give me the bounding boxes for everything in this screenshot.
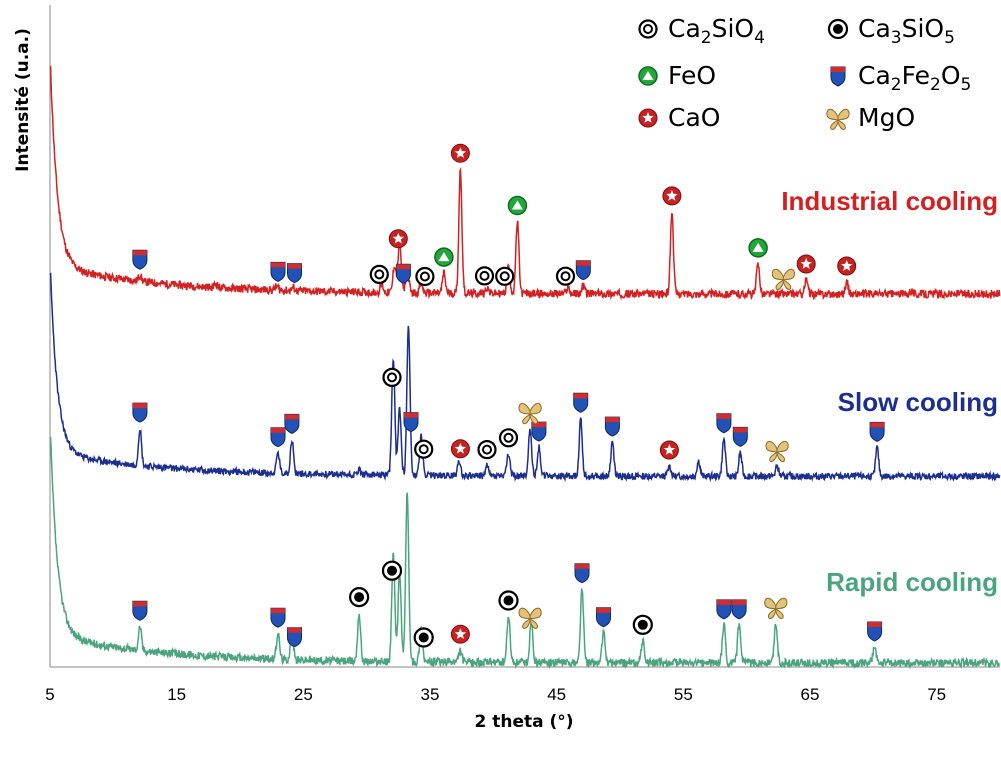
marker-mgo: [518, 607, 542, 629]
marker-cao: [388, 229, 408, 249]
marker-ca2fe2o5: [867, 621, 883, 642]
marker-ca2fe2o5: [531, 421, 547, 442]
x-tick-label: 25: [294, 685, 313, 704]
marker-feo: [638, 66, 658, 86]
marker-ca2fe2o5: [604, 416, 620, 437]
marker-ca2fe2o5: [731, 599, 747, 620]
marker-cao: [450, 143, 470, 163]
y-axis-title: Intensité (u.a.): [13, 28, 33, 172]
trace-rapid-cooling: [49, 436, 1000, 670]
marker-ca2fe2o5: [270, 427, 286, 448]
series-label-industrial-cooling: Industrial cooling: [781, 186, 998, 216]
legend-label: FeO: [668, 61, 716, 90]
phase-markers: [132, 143, 885, 648]
marker-cao: [450, 439, 470, 459]
marker-ca2sio4: [382, 367, 402, 387]
marker-ca2fe2o5: [596, 607, 611, 628]
x-tick-label: 35: [421, 685, 440, 704]
marker-mgo: [826, 108, 850, 130]
marker-ca2fe2o5: [287, 263, 302, 284]
marker-feo: [507, 195, 528, 216]
legend-label: Ca2​Fe2​O5​: [858, 61, 971, 95]
x-axis: 5 15 25 35 45 55 65 75 2 theta (°): [45, 666, 1000, 732]
legend-item-feo: FeO: [638, 61, 716, 90]
y-axis: Intensité (u.a.): [13, 5, 51, 667]
marker-cao: [796, 254, 816, 274]
marker-ca2fe2o5: [132, 402, 148, 423]
marker-ca2sio4: [415, 266, 435, 287]
x-tick-label: 55: [674, 685, 693, 704]
marker-ca2fe2o5: [395, 263, 411, 284]
marker-cao: [659, 440, 679, 460]
marker-ca3sio5: [498, 590, 519, 611]
marker-mgo: [765, 440, 789, 463]
marker-ca3sio5: [381, 560, 403, 581]
marker-cao: [638, 108, 658, 128]
marker-ca2fe2o5: [403, 412, 419, 433]
marker-feo: [434, 247, 454, 267]
series-labels: Industrial cooling Slow cooling Rapid cool…: [781, 186, 998, 597]
marker-ca3sio5: [632, 614, 653, 635]
legend-label: Ca2​SiO4​: [668, 14, 765, 48]
legend: Ca2​SiO4​ Ca3​SiO5​ FeO Ca2​Fe2​O5​ CaO MgO: [638, 14, 971, 132]
marker-ca3sio5: [413, 627, 434, 648]
marker-ca2fe2o5: [869, 421, 885, 442]
trace-slow-cooling: [49, 272, 1001, 483]
marker-ca2fe2o5: [132, 249, 148, 270]
marker-ca2fe2o5: [287, 627, 302, 648]
marker-cao: [837, 256, 857, 276]
x-tick-label: 75: [927, 685, 946, 704]
marker-ca3sio5: [827, 18, 849, 40]
marker-ca2fe2o5: [270, 607, 286, 628]
marker-ca2fe2o5: [284, 413, 300, 434]
legend-label: MgO: [858, 103, 915, 132]
series-label-rapid-cooling: Rapid cooling: [826, 567, 998, 597]
legend-label: Ca3​SiO5​: [858, 14, 955, 48]
x-tick-label: 45: [547, 685, 566, 704]
diffraction-traces: [49, 65, 1001, 670]
marker-mgo: [771, 268, 795, 290]
marker-ca2fe2o5: [830, 66, 846, 87]
legend-item-ca3sio5: Ca3​SiO5​: [827, 14, 955, 48]
legend-item-cao: CaO: [638, 103, 720, 132]
marker-ca3sio5: [349, 586, 370, 608]
marker-cao: [450, 624, 470, 644]
marker-ca2fe2o5: [716, 413, 732, 434]
series-label-slow-cooling: Slow cooling: [838, 387, 998, 417]
marker-mgo: [764, 597, 788, 619]
marker-mgo: [518, 403, 542, 425]
marker-feo: [748, 238, 768, 258]
marker-cao: [662, 186, 682, 206]
legend-label: CaO: [668, 103, 720, 132]
x-tick-label: 15: [167, 685, 186, 704]
marker-ca2sio4: [498, 428, 519, 448]
legend-item-ca2sio4: Ca2​SiO4​: [638, 14, 765, 48]
marker-ca2sio4: [414, 439, 434, 459]
marker-ca2fe2o5: [270, 261, 286, 282]
marker-ca2sio4: [369, 264, 389, 284]
marker-ca2sio4: [495, 266, 515, 286]
x-tick-label: 5: [45, 685, 54, 704]
marker-ca2sio4: [638, 19, 658, 39]
marker-ca2fe2o5: [574, 563, 590, 584]
x-tick-labels: 5 15 25 35 45 55 65 75: [45, 685, 946, 704]
x-tick-label: 65: [801, 685, 820, 704]
marker-ca2fe2o5: [132, 600, 148, 621]
trace-industrial-cooling: [49, 65, 1001, 301]
marker-ca2fe2o5: [732, 426, 748, 447]
legend-item-mgo: MgO: [826, 103, 915, 132]
marker-ca2fe2o5: [575, 260, 591, 281]
marker-ca2fe2o5: [573, 392, 589, 413]
marker-ca2sio4: [477, 440, 497, 460]
x-axis-title: 2 theta (°): [474, 712, 573, 732]
marker-ca2sio4: [474, 266, 495, 286]
marker-ca2sio4: [555, 266, 576, 286]
legend-item-ca2fe2o5: Ca2​Fe2​O5​: [830, 61, 971, 95]
marker-ca2fe2o5: [716, 599, 732, 620]
